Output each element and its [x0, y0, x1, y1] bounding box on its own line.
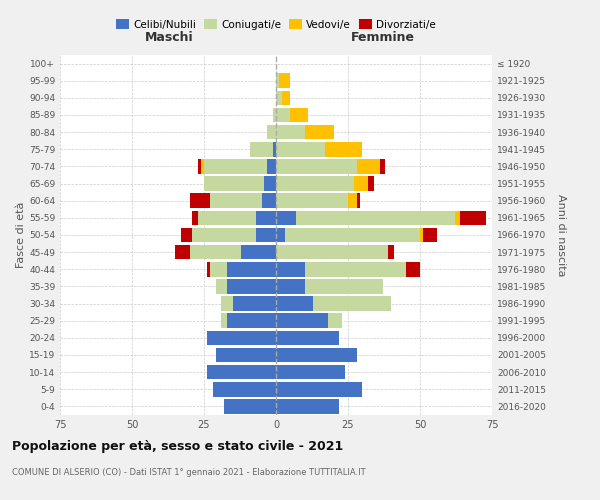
Text: Popolazione per età, sesso e stato civile - 2021: Popolazione per età, sesso e stato civil… [12, 440, 343, 453]
Bar [204, 159, 268, 174]
Bar [276, 90, 282, 105]
Bar [221, 314, 227, 328]
Bar [368, 176, 374, 191]
Bar [241, 245, 276, 260]
Bar [181, 228, 193, 242]
Bar [276, 399, 340, 413]
Bar [215, 279, 227, 293]
Bar [201, 159, 204, 174]
Bar [305, 125, 334, 140]
Bar [325, 142, 362, 156]
Bar [207, 262, 210, 276]
Bar [276, 142, 325, 156]
Bar [290, 108, 308, 122]
Bar [250, 142, 273, 156]
Bar [265, 176, 276, 191]
Bar [276, 108, 290, 122]
Bar [296, 210, 455, 225]
Bar [406, 262, 420, 276]
Text: Maschi: Maschi [145, 32, 194, 44]
Bar [313, 296, 391, 311]
Bar [268, 125, 276, 140]
Bar [273, 108, 276, 122]
Bar [423, 228, 437, 242]
Bar [279, 74, 290, 88]
Bar [175, 245, 190, 260]
Bar [273, 142, 276, 156]
Bar [276, 262, 305, 276]
Bar [268, 159, 276, 174]
Bar [276, 279, 305, 293]
Bar [210, 262, 227, 276]
Bar [420, 228, 423, 242]
Bar [276, 348, 356, 362]
Bar [380, 159, 385, 174]
Bar [354, 176, 368, 191]
Bar [212, 382, 276, 396]
Bar [210, 194, 262, 208]
Bar [221, 296, 233, 311]
Bar [276, 330, 340, 345]
Bar [193, 228, 256, 242]
Bar [190, 245, 241, 260]
Bar [276, 296, 313, 311]
Bar [460, 210, 486, 225]
Bar [305, 262, 406, 276]
Bar [227, 314, 276, 328]
Bar [227, 279, 276, 293]
Bar [224, 399, 276, 413]
Bar [305, 279, 383, 293]
Bar [276, 228, 284, 242]
Bar [276, 245, 388, 260]
Bar [276, 74, 279, 88]
Bar [207, 330, 276, 345]
Bar [256, 228, 276, 242]
Bar [193, 210, 198, 225]
Bar [276, 194, 348, 208]
Bar [276, 125, 305, 140]
Bar [256, 210, 276, 225]
Bar [198, 210, 256, 225]
Text: COMUNE DI ALSERIO (CO) - Dati ISTAT 1° gennaio 2021 - Elaborazione TUTTITALIA.IT: COMUNE DI ALSERIO (CO) - Dati ISTAT 1° g… [12, 468, 365, 477]
Legend: Celibi/Nubili, Coniugati/e, Vedovi/e, Divorziati/e: Celibi/Nubili, Coniugati/e, Vedovi/e, Di… [112, 15, 440, 34]
Bar [276, 382, 362, 396]
Bar [207, 365, 276, 380]
Bar [204, 176, 265, 191]
Bar [282, 90, 290, 105]
Bar [233, 296, 276, 311]
Bar [388, 245, 394, 260]
Bar [348, 194, 356, 208]
Bar [455, 210, 460, 225]
Bar [227, 262, 276, 276]
Bar [276, 365, 345, 380]
Bar [276, 176, 354, 191]
Bar [284, 228, 420, 242]
Text: Femmine: Femmine [350, 32, 415, 44]
Bar [356, 194, 359, 208]
Bar [276, 314, 328, 328]
Bar [262, 194, 276, 208]
Bar [190, 194, 210, 208]
Y-axis label: Fasce di età: Fasce di età [16, 202, 26, 268]
Bar [356, 159, 380, 174]
Bar [276, 159, 356, 174]
Bar [328, 314, 342, 328]
Bar [215, 348, 276, 362]
Bar [198, 159, 201, 174]
Y-axis label: Anni di nascita: Anni di nascita [556, 194, 566, 276]
Bar [276, 210, 296, 225]
